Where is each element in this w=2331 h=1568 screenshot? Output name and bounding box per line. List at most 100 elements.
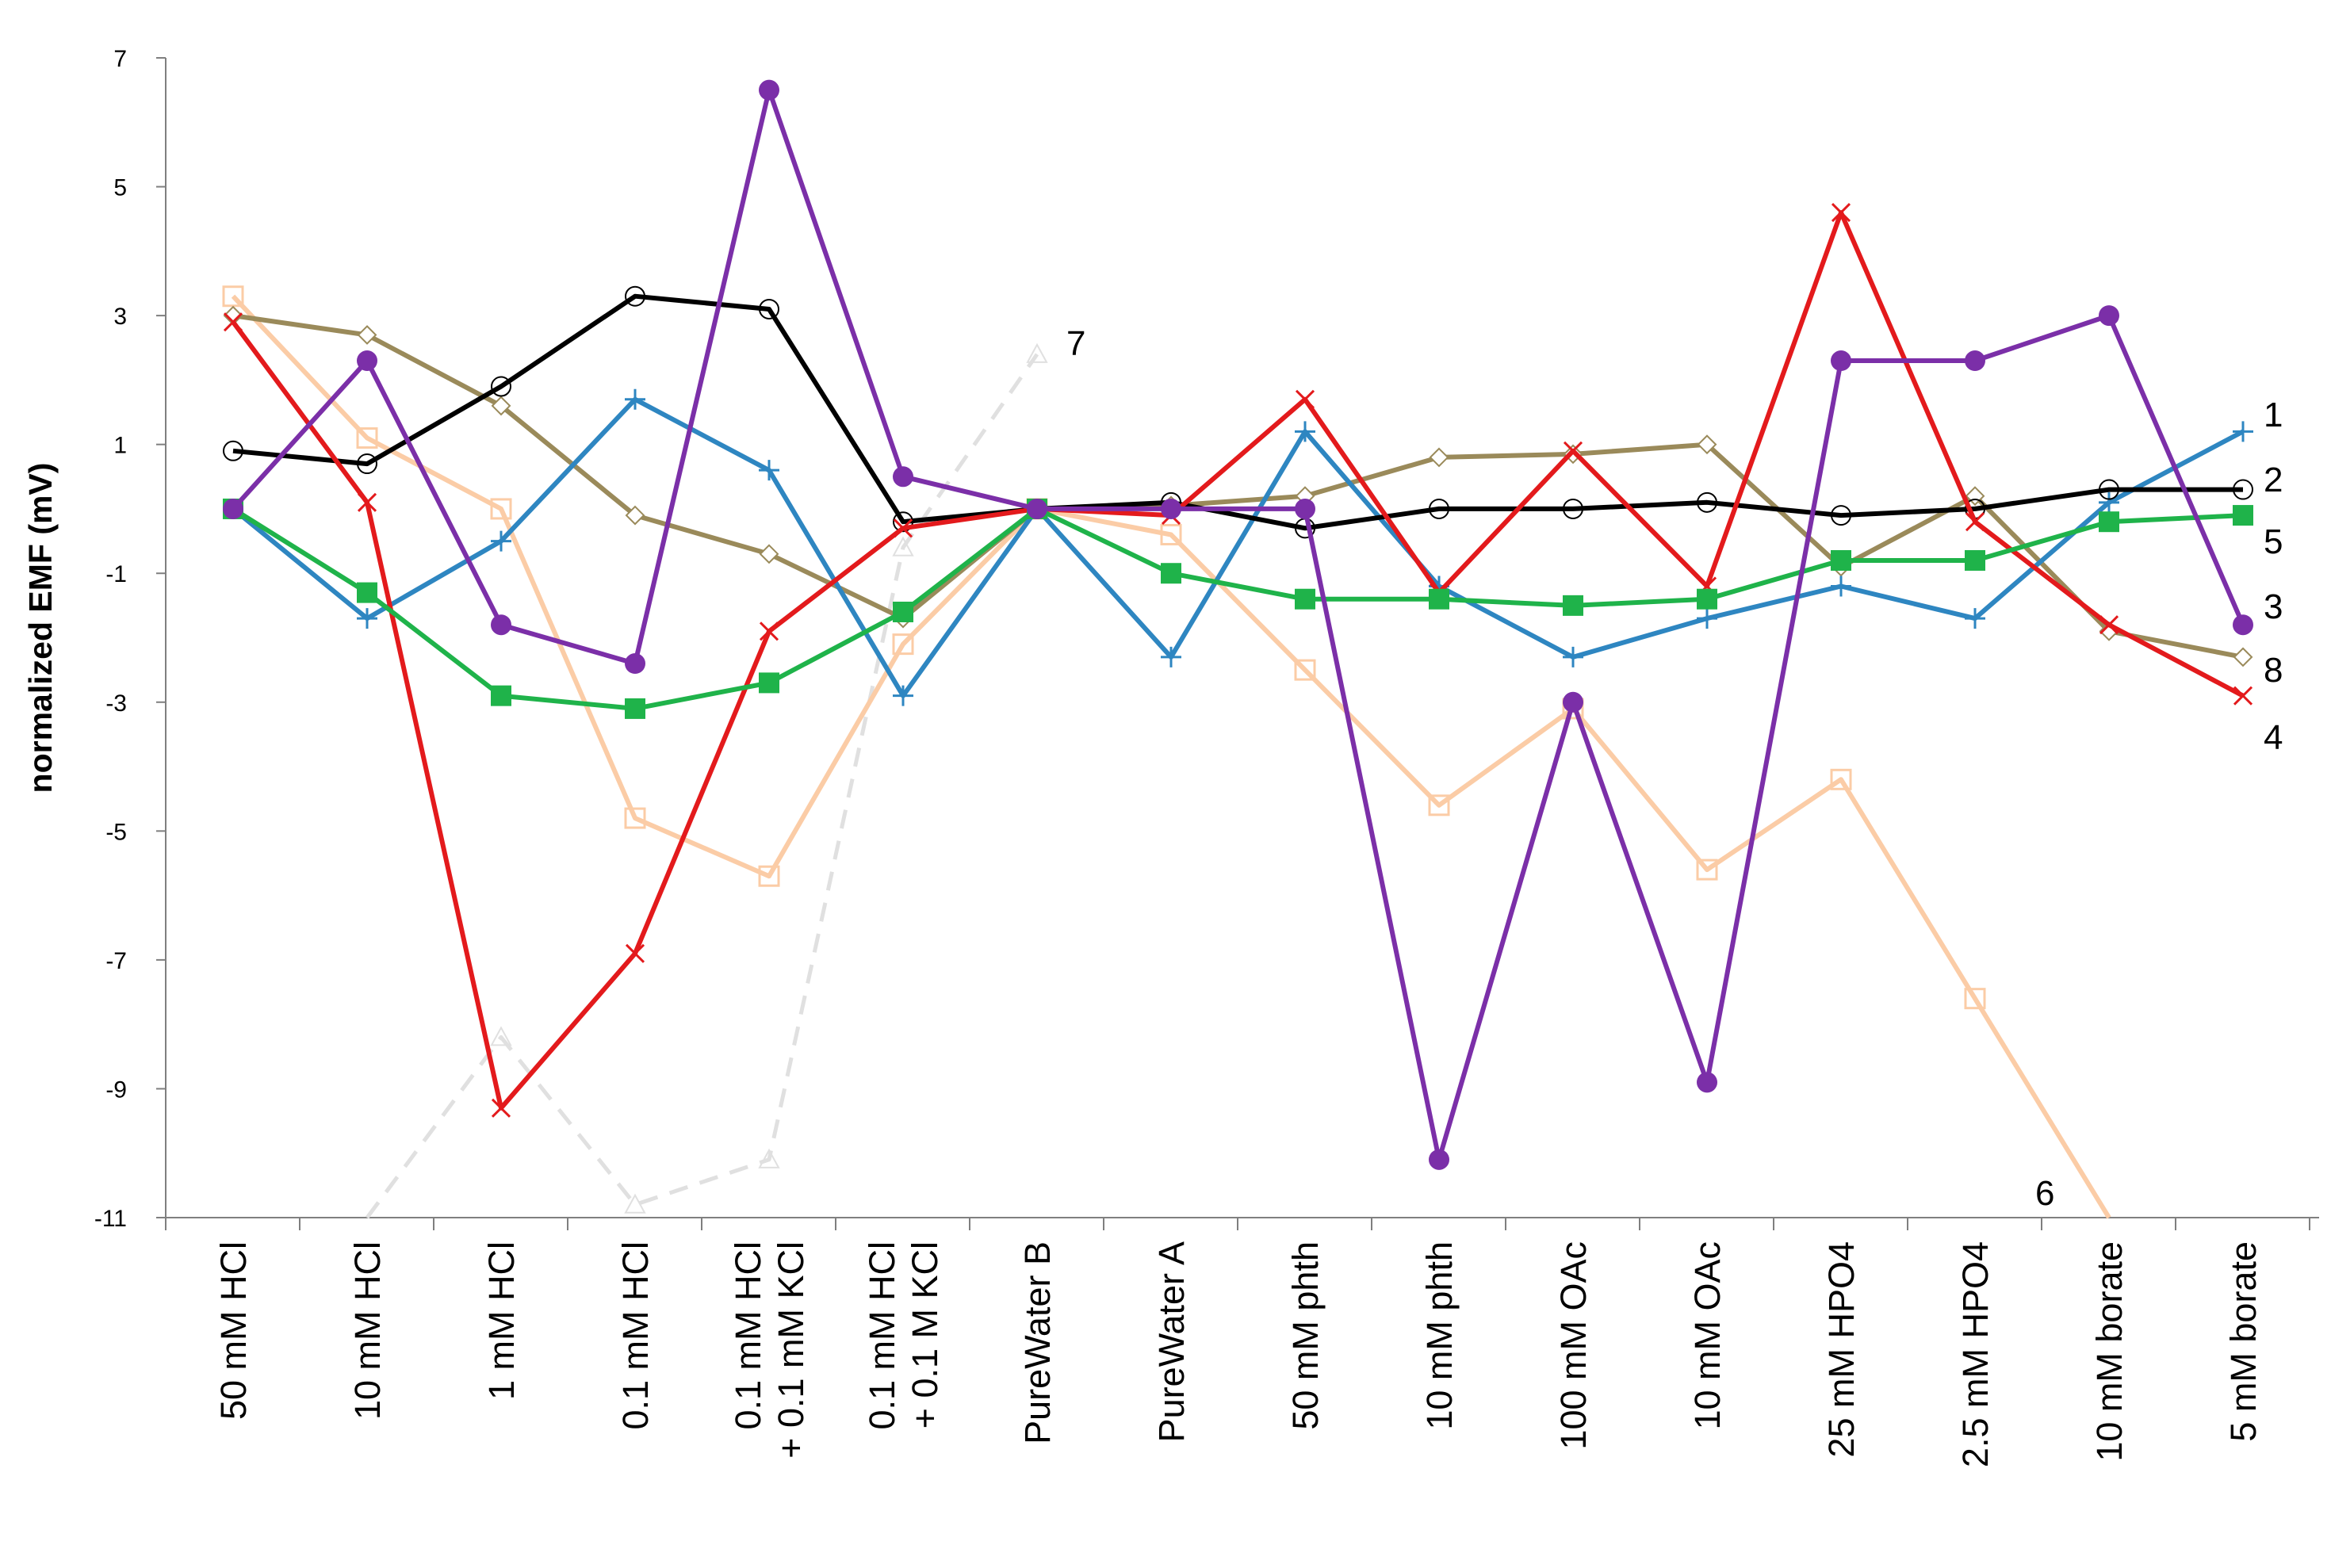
x-tick-label: 0.1 mM HCl <box>615 1241 656 1430</box>
data-point <box>491 1098 511 1118</box>
x-tick-label-line: 10 mM phth <box>1419 1241 1460 1430</box>
x-tick-label: 2.5 mM HPO4 <box>1955 1241 1996 1467</box>
series-5 <box>223 498 2253 719</box>
data-point <box>1697 491 1717 513</box>
y-tick-label: -7 <box>105 948 127 974</box>
data-point <box>892 633 914 656</box>
data-point <box>357 492 377 512</box>
axes: 7 5 3 1 -1 -3 -5 -7 -9 -11 50 mM HCl 10 mM HCl 1 mM … <box>94 46 2319 1467</box>
data-point <box>1563 441 1583 461</box>
y-axis-title: normalized EMF (mV) <box>22 463 59 794</box>
data-point <box>1026 342 1048 363</box>
data-point <box>1563 691 1583 713</box>
data-point <box>1161 563 1181 584</box>
x-tick-label-line: 0.1 mM HCl <box>862 1241 902 1430</box>
series-7 <box>365 342 1048 1219</box>
series-end-label: 3 <box>2264 587 2283 626</box>
data-point <box>893 511 913 533</box>
series-6 <box>222 285 2111 1219</box>
data-point <box>491 376 511 397</box>
data-point <box>1965 486 1985 507</box>
data-point <box>1830 768 1852 790</box>
data-point <box>491 530 511 552</box>
x-tick-label-line: 10 mM borate <box>2089 1241 2130 1462</box>
data-point <box>759 544 779 564</box>
x-tick-label: 25 mM HPO4 <box>1821 1241 1862 1458</box>
labels: 7 6 8 1 2 4 5 3 <box>1066 324 2283 1213</box>
series-line-8 <box>232 313 2244 660</box>
data-point <box>1697 588 1717 610</box>
x-tick-label: 50 mM HCl <box>213 1241 254 1420</box>
data-point <box>1563 646 1583 667</box>
x-tick-label: 5 mM borate <box>2223 1241 2264 1442</box>
data-point <box>1964 988 1986 1010</box>
x-tick-label-line: 1 mM HCl <box>481 1241 522 1400</box>
data-point <box>893 685 913 706</box>
series-group <box>222 79 2253 1219</box>
data-point <box>1294 659 1316 681</box>
data-point <box>1831 549 1851 571</box>
data-point <box>1160 523 1182 545</box>
data-point <box>490 1026 512 1046</box>
x-tick-label-line: 10 mM OAc <box>1687 1241 1728 1430</box>
series-end-label: 8 <box>2264 651 2283 690</box>
data-point <box>625 943 645 963</box>
x-tick-label-line: + 0.1 M KCl <box>905 1241 945 1428</box>
data-point <box>2233 647 2253 667</box>
data-point <box>2099 615 2119 635</box>
data-point <box>893 466 913 488</box>
data-point <box>758 1148 780 1168</box>
data-point <box>624 807 646 829</box>
series-line-5 <box>232 506 2244 711</box>
x-tick-label: 10 mM HCl <box>347 1241 388 1420</box>
data-point <box>357 350 377 372</box>
y-tick-label: -3 <box>105 690 127 717</box>
data-point <box>1965 512 1985 532</box>
data-point <box>2233 686 2253 706</box>
x-tick-label-line: 50 mM phth <box>1285 1241 1326 1430</box>
data-point <box>357 325 377 345</box>
data-point <box>223 312 243 332</box>
data-point <box>1563 595 1583 616</box>
y-tick-label: -9 <box>105 1077 127 1103</box>
data-point <box>1161 498 1181 519</box>
data-point <box>759 298 779 319</box>
data-point <box>625 698 645 719</box>
x-tick-label: 0.1 mM HCl+ 0.1 M KCl <box>862 1241 945 1430</box>
series-end-label: 2 <box>2264 461 2283 499</box>
data-point <box>1429 447 1449 468</box>
x-tick-label-line: + 0.1 mM KCl <box>771 1241 811 1459</box>
data-point <box>491 396 511 416</box>
series-end-label: 4 <box>2264 718 2283 757</box>
data-point <box>759 460 779 481</box>
x-tick-label-line: 0.1 mM HCl <box>728 1241 768 1430</box>
data-point <box>357 582 377 603</box>
data-point <box>1697 1072 1717 1093</box>
data-point <box>625 505 645 526</box>
series-3 <box>223 79 2253 1170</box>
data-point <box>1831 203 1851 223</box>
data-point <box>2099 479 2119 500</box>
data-point <box>1831 576 1851 597</box>
data-point <box>625 285 645 307</box>
series-line-4 <box>231 210 2245 1111</box>
data-point <box>1428 794 1450 817</box>
data-point <box>2099 305 2119 327</box>
data-point <box>892 536 914 556</box>
data-point <box>1295 588 1315 610</box>
data-point <box>1831 505 1851 526</box>
x-tick-label-line: 0.1 mM HCl <box>615 1241 656 1430</box>
x-tick-label: 50 mM phth <box>1285 1241 1326 1430</box>
data-point <box>490 498 512 520</box>
data-point <box>759 672 779 694</box>
x-tick-label-line: 50 mM HCl <box>213 1241 254 1420</box>
data-point <box>893 601 913 622</box>
data-point <box>1295 421 1315 442</box>
data-point <box>2233 505 2253 526</box>
data-point <box>1429 588 1449 610</box>
x-tick-label-line: 10 mM HCl <box>347 1241 388 1420</box>
x-tick-label-line: PureWater A <box>1151 1241 1192 1442</box>
series-1 <box>223 388 2253 706</box>
y-tick-label: -1 <box>105 561 127 587</box>
data-point <box>1965 549 1985 571</box>
